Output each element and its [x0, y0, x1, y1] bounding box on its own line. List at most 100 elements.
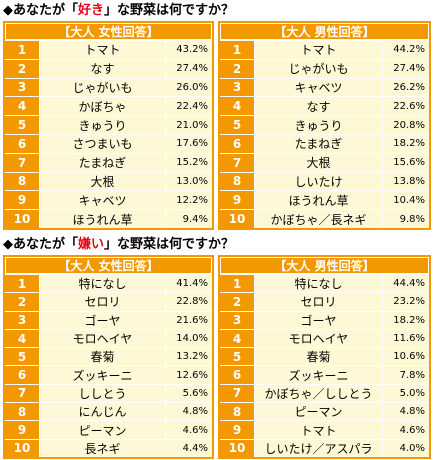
- percentage: 44.4%: [383, 275, 429, 293]
- ranking-row: 4 なす 22.6%: [220, 97, 429, 116]
- rank-number: 10: [5, 210, 39, 228]
- rank-number: 5: [220, 116, 254, 134]
- vegetable-name: ほうれん草: [40, 210, 165, 228]
- percentage: 4.8%: [166, 403, 212, 421]
- ranking-row: 7 たまねぎ 15.2%: [5, 153, 212, 172]
- rank-number: 5: [5, 348, 39, 366]
- ranking-row: 8 大根 13.0%: [5, 172, 212, 191]
- ranking-row: 8 にんじん 4.8%: [5, 403, 212, 421]
- percentage: 44.2%: [383, 41, 429, 59]
- vegetable-name: トマト: [255, 421, 382, 439]
- rank-number: 6: [220, 134, 254, 153]
- ranking-row: 8 ピーマン 4.8%: [220, 403, 429, 421]
- ranking-row: 1 トマト 44.2%: [220, 41, 429, 59]
- percentage: 17.6%: [166, 134, 212, 153]
- percentage: 4.4%: [166, 439, 212, 457]
- percentage: 21.0%: [166, 116, 212, 134]
- ranking-row: 1 特になし 44.4%: [220, 275, 429, 293]
- ranking-row: 2 じゃがいも 27.4%: [220, 59, 429, 78]
- percentage: 27.4%: [166, 59, 212, 78]
- ranking-row: 9 ほうれん草 10.4%: [220, 191, 429, 210]
- rank-number: 9: [220, 421, 254, 439]
- rank-number: 8: [220, 403, 254, 421]
- rank-number: 7: [220, 153, 254, 172]
- vegetable-name: モロヘイヤ: [255, 329, 382, 348]
- percentage: 9.4%: [166, 210, 212, 228]
- ranking-row: 2 セロリ 23.2%: [220, 293, 429, 311]
- ranking-row: 10 ほうれん草 9.4%: [5, 210, 212, 228]
- vegetable-name: ししとう: [40, 384, 165, 403]
- rank-number: 4: [5, 329, 39, 348]
- percentage: 41.4%: [166, 275, 212, 293]
- rank-number: 10: [220, 210, 254, 228]
- vegetable-name: 春菊: [255, 348, 382, 366]
- percentage: 5.0%: [383, 384, 429, 403]
- ranking-row: 9 キャベツ 12.2%: [5, 191, 212, 210]
- vegetable-name: トマト: [40, 41, 165, 59]
- vegetable-name: なす: [255, 97, 382, 116]
- ranking-row: 3 ゴーヤ 18.2%: [220, 311, 429, 329]
- ranking-row: 10 長ネギ 4.4%: [5, 439, 212, 457]
- percentage: 10.6%: [383, 348, 429, 366]
- percentage: 21.6%: [166, 311, 212, 329]
- rank-number: 3: [5, 311, 39, 329]
- vegetable-name: 特になし: [255, 275, 382, 293]
- vegetable-name: キャベツ: [40, 191, 165, 210]
- vegetable-name: じゃがいも: [40, 78, 165, 97]
- vegetable-name: かぼちゃ／ししとう: [255, 384, 382, 403]
- title-suffix: 」な野菜は何ですか？: [104, 3, 235, 18]
- rank-number: 5: [5, 116, 39, 134]
- percentage: 4.0%: [383, 439, 429, 457]
- table-header: 【大人 男性回答】: [220, 23, 429, 40]
- rank-number: 7: [220, 384, 254, 403]
- percentage: 18.2%: [383, 134, 429, 153]
- vegetable-name: なす: [40, 59, 165, 78]
- percentage: 9.8%: [383, 210, 429, 228]
- rank-number: 2: [5, 293, 39, 311]
- percentage: 7.8%: [383, 366, 429, 384]
- title-prefix: ◆あなたが「: [3, 237, 78, 252]
- ranking-row: 5 きゅうり 21.0%: [5, 116, 212, 134]
- title-liked-vegetables: ◆あなたが「好き」な野菜は何ですか？: [3, 3, 234, 19]
- rank-number: 3: [5, 78, 39, 97]
- percentage: 4.8%: [383, 403, 429, 421]
- ranking-table-liked-female: 【大人 女性回答】 1 トマト 43.2% 2 なす 27.4% 3 じゃがいも 26.0%…: [3, 21, 214, 230]
- rank-number: 4: [220, 97, 254, 116]
- ranking-row: 10 しいたけ／アスパラ 4.0%: [220, 439, 429, 457]
- vegetable-name: ピーマン: [255, 403, 382, 421]
- title-suffix: 」な野菜は何ですか？: [104, 237, 235, 252]
- vegetable-name: セロリ: [40, 293, 165, 311]
- percentage: 13.8%: [383, 172, 429, 191]
- ranking-row: 7 ししとう 5.6%: [5, 384, 212, 403]
- table-header: 【大人 女性回答】: [5, 257, 212, 274]
- vegetable-name: 春菊: [40, 348, 165, 366]
- vegetable-name: ゴーヤ: [255, 311, 382, 329]
- ranking-row: 5 春菊 13.2%: [5, 348, 212, 366]
- rank-number: 2: [5, 59, 39, 78]
- vegetable-name: ほうれん草: [255, 191, 382, 210]
- vegetable-name: ズッキーニ: [40, 366, 165, 384]
- ranking-row: 6 たまねぎ 18.2%: [220, 134, 429, 153]
- percentage: 13.2%: [166, 348, 212, 366]
- vegetable-name: セロリ: [255, 293, 382, 311]
- ranking-row: 9 トマト 4.6%: [220, 421, 429, 439]
- rank-number: 10: [220, 439, 254, 457]
- rank-number: 10: [5, 439, 39, 457]
- ranking-row: 4 モロヘイヤ 11.6%: [220, 329, 429, 348]
- vegetable-name: さつまいも: [40, 134, 165, 153]
- percentage: 22.6%: [383, 97, 429, 116]
- rank-number: 8: [5, 172, 39, 191]
- vegetable-name: かぼちゃ: [40, 97, 165, 116]
- vegetable-name: 大根: [40, 172, 165, 191]
- rank-number: 6: [5, 134, 39, 153]
- percentage: 4.6%: [383, 421, 429, 439]
- rank-number: 3: [220, 311, 254, 329]
- ranking-row: 3 じゃがいも 26.0%: [5, 78, 212, 97]
- percentage: 18.2%: [383, 311, 429, 329]
- ranking-row: 1 トマト 43.2%: [5, 41, 212, 59]
- title-highlight: 好き: [78, 3, 105, 18]
- rank-number: 8: [220, 172, 254, 191]
- rank-number: 2: [220, 293, 254, 311]
- percentage: 27.4%: [383, 59, 429, 78]
- rank-number: 9: [5, 421, 39, 439]
